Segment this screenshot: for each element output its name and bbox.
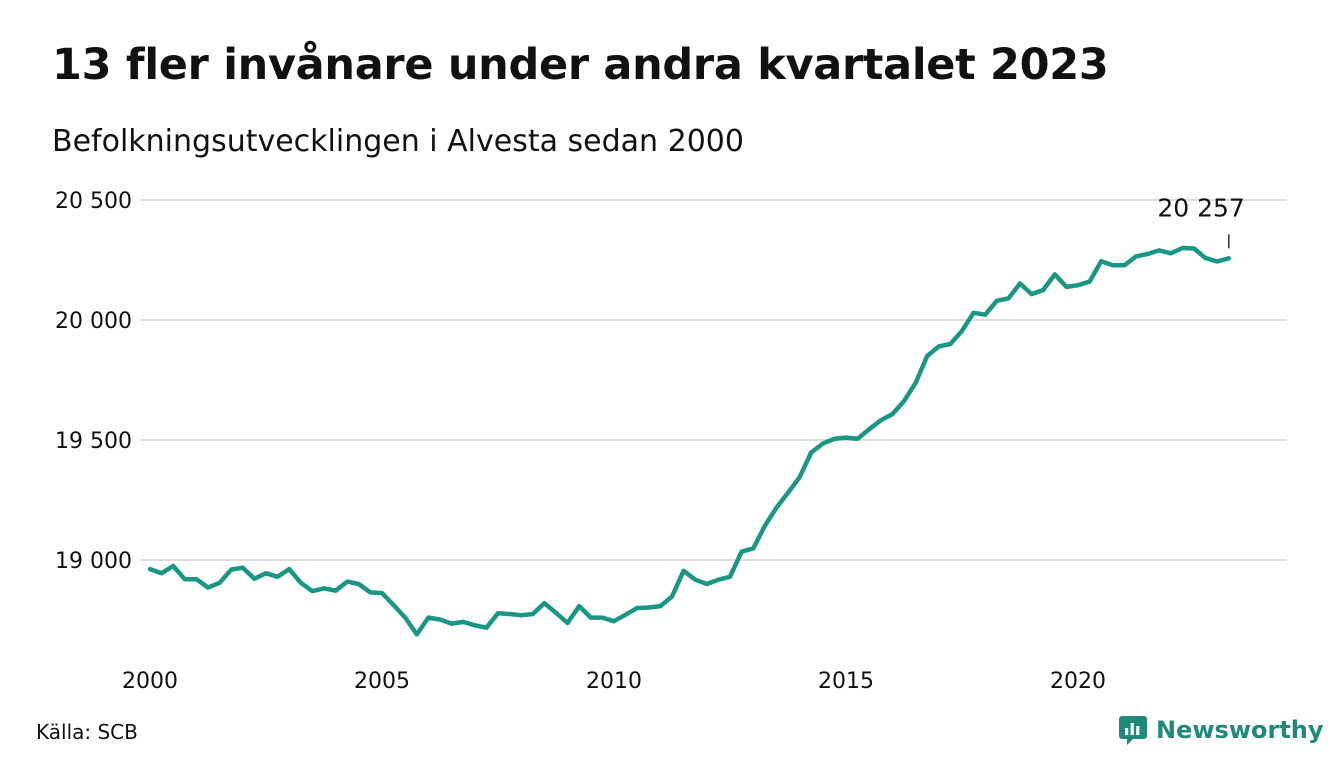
series-line xyxy=(147,245,1232,637)
brand-logo: Newsworthy xyxy=(1118,714,1324,746)
gridlines xyxy=(140,199,1287,561)
y-tick-label: 20 500 xyxy=(55,189,132,214)
newsworthy-logo-icon xyxy=(1119,716,1147,745)
chart-title: 13 fler invånare under andra kvartalet 2… xyxy=(52,40,1109,90)
y-tick-label: 19 000 xyxy=(55,549,132,574)
y-axis-ticks: 19 000 19 500 20 000 20 500 xyxy=(55,189,132,574)
x-tick-label: 2015 xyxy=(818,669,874,694)
end-value-label: 20 257 xyxy=(1157,193,1244,222)
brand-name: Newsworthy xyxy=(1156,716,1324,744)
y-tick-label: 19 500 xyxy=(55,429,132,454)
y-tick-label: 20 000 xyxy=(55,309,132,334)
x-axis-ticks: 2000 2005 2010 2015 2020 xyxy=(122,669,1106,694)
x-tick-label: 2000 xyxy=(122,669,178,694)
chart-subtitle: Befolkningsutvecklingen i Alvesta sedan … xyxy=(52,124,744,159)
x-tick-label: 2005 xyxy=(354,669,410,694)
series-layer xyxy=(147,245,1232,637)
x-tick-label: 2010 xyxy=(586,669,642,694)
end-label-layer: 20 257 xyxy=(1157,193,1245,249)
source-note: Källa: SCB xyxy=(36,720,138,744)
x-tick-label: 2020 xyxy=(1050,669,1106,694)
